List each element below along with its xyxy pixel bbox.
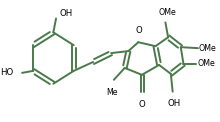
Text: OH: OH: [60, 9, 73, 18]
Text: O: O: [139, 100, 145, 109]
Text: OMe: OMe: [197, 59, 215, 68]
Text: HO: HO: [0, 68, 13, 77]
Text: OMe: OMe: [158, 8, 176, 16]
Text: OMe: OMe: [199, 44, 217, 53]
Text: Me: Me: [106, 88, 118, 97]
Text: OH: OH: [168, 99, 181, 108]
Text: O: O: [136, 26, 143, 35]
